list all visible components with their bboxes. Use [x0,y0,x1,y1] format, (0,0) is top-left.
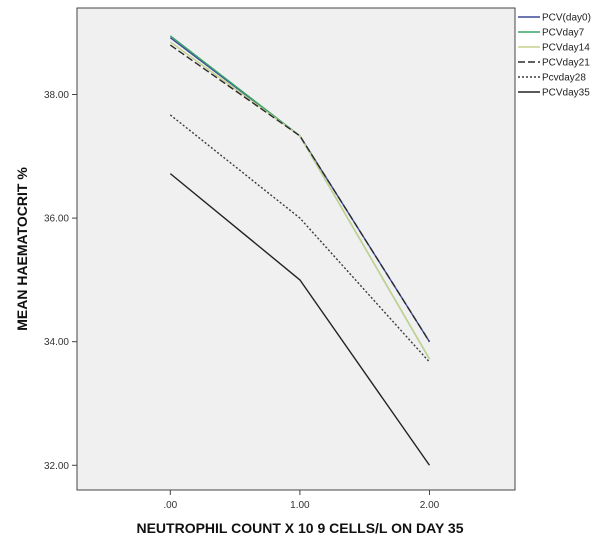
x-tick-label: .00 [163,500,177,511]
y-axis: 32.00 34.00 36.00 38.00 [44,90,77,472]
legend: PCV(day0) PCVday7 PCVday14 PCVday21 Pcvday28… [518,13,591,99]
legend-label: PCVday7 [542,28,585,39]
x-tick-label: 2.00 [420,500,440,511]
series-line [169,114,430,363]
y-axis-title: MEAN HAEMATOCRIT % [14,167,30,331]
legend-label: PCVday35 [542,88,590,99]
plot-area [76,7,516,491]
series-line [169,173,431,466]
y-tick-label: 32.00 [44,461,69,472]
x-axis: .00 1.00 2.00 [163,490,440,511]
legend-label: PCVday21 [542,58,590,69]
legend-label: PCV(day0) [542,13,591,24]
series-lines [169,35,431,466]
y-tick-label: 38.00 [44,90,69,101]
x-tick-label: 1.00 [290,500,310,511]
legend-label: PCVday14 [542,43,590,54]
y-tick-label: 36.00 [44,214,69,225]
legend-label: Pcvday28 [542,73,586,84]
series-line [169,44,431,343]
y-tick-label: 34.00 [44,337,69,348]
series-line [169,41,431,360]
x-axis-title: NEUTROPHIL COUNT X 10 9 CELLS/L ON DAY 3… [136,520,463,536]
